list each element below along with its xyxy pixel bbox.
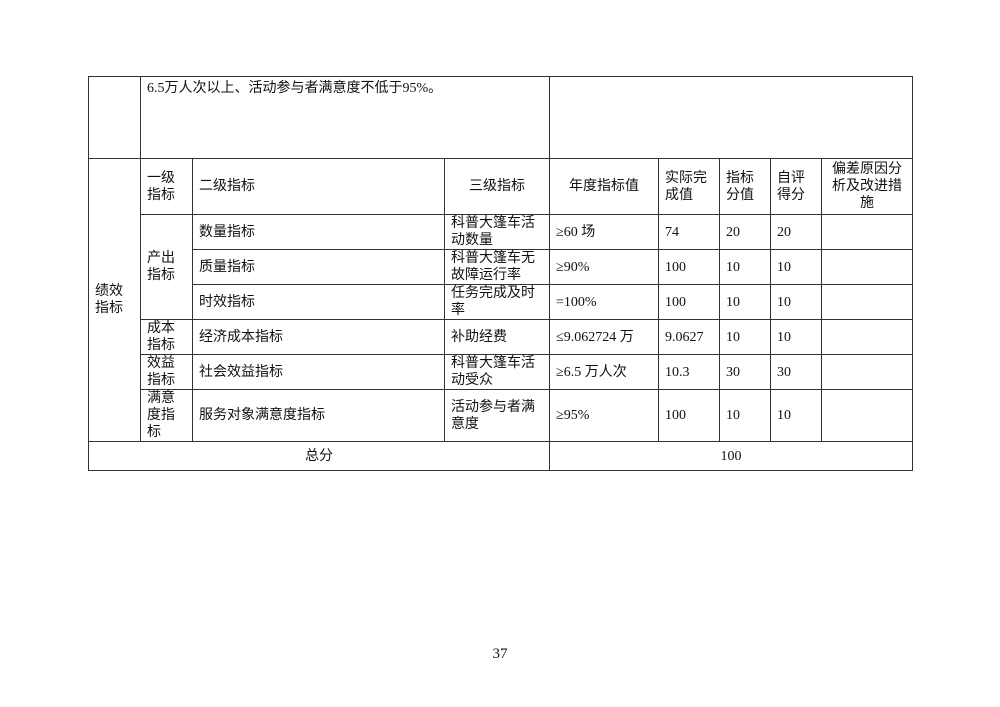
weight-cell: 20 — [719, 214, 772, 250]
header-weight: 指标分值 — [719, 158, 772, 215]
level2-cell: 服务对象满意度指标 — [192, 389, 445, 442]
table-row: 成本指标 经济成本指标 补助经费 ≤9.062724 万 9.0627 10 1… — [89, 319, 914, 355]
deviation-cell — [821, 284, 914, 320]
score-cell: 10 — [770, 389, 823, 442]
group-output: 产出指标 — [140, 214, 193, 320]
target-cell: ≥90% — [549, 249, 660, 285]
total-value: 100 — [549, 441, 914, 471]
group-satisfaction: 满意度指标 — [140, 389, 193, 442]
group-benefit: 效益指标 — [140, 354, 193, 390]
intro-row: 6.5万人次以上、活动参与者满意度不低于95%。 — [88, 76, 914, 159]
header-deviation: 偏差原因分析及改进措施 — [821, 158, 914, 215]
level3-cell: 科普大篷车无故障运行率 — [443, 249, 551, 285]
header-self-score: 自评得分 — [770, 158, 823, 215]
deviation-cell — [821, 249, 914, 285]
header-level1: 一级指标 — [140, 158, 193, 215]
target-cell: ≥60 场 — [549, 214, 660, 250]
score-cell: 10 — [770, 284, 823, 320]
level2-cell: 社会效益指标 — [192, 354, 445, 390]
table-row: 效益指标 社会效益指标 科普大篷车活动受众 ≥6.5 万人次 10.3 30 3… — [89, 354, 914, 390]
intro-text: 6.5万人次以上、活动参与者满意度不低于95%。 — [139, 76, 551, 159]
actual-cell: 74 — [658, 214, 721, 250]
level3-cell: 任务完成及时率 — [443, 284, 551, 320]
page-number: 37 — [492, 646, 508, 662]
score-cell: 10 — [770, 319, 823, 355]
level3-cell: 科普大篷车活动数量 — [443, 214, 551, 250]
level2-cell: 质量指标 — [192, 249, 445, 285]
level3-cell: 活动参与者满意度 — [443, 389, 551, 442]
weight-cell: 10 — [719, 284, 772, 320]
weight-cell: 10 — [719, 389, 772, 442]
target-cell: ≥6.5 万人次 — [549, 354, 660, 390]
score-cell: 10 — [770, 249, 823, 285]
level2-cell: 时效指标 — [192, 284, 445, 320]
actual-cell: 9.0627 — [658, 319, 721, 355]
total-label: 总分 — [87, 441, 551, 471]
header-annual-target: 年度指标值 — [549, 158, 660, 215]
deviation-cell — [821, 319, 914, 355]
header-level3: 三级指标 — [443, 158, 551, 215]
score-cell: 20 — [770, 214, 823, 250]
header-level2: 二级指标 — [192, 158, 445, 215]
level3-cell: 科普大篷车活动受众 — [443, 354, 551, 390]
target-cell: ≥95% — [549, 389, 660, 442]
weight-cell: 10 — [719, 249, 772, 285]
deviation-cell — [821, 214, 914, 250]
header-row: 绩效指标 一级指标 二级指标 三级指标 年度指标值 实际完成值 指标分值 自评得… — [88, 158, 914, 442]
actual-cell: 100 — [658, 284, 721, 320]
empty-cell — [88, 76, 141, 159]
header-actual: 实际完成值 — [658, 158, 721, 215]
group-cost: 成本指标 — [140, 319, 193, 355]
performance-table: 6.5万人次以上、活动参与者满意度不低于95%。 绩效指标 一级指标 二级指标 … — [87, 76, 914, 471]
target-cell: =100% — [549, 284, 660, 320]
level2-cell: 数量指标 — [192, 214, 445, 250]
level3-cell: 补助经费 — [443, 319, 551, 355]
section-label: 绩效指标 — [88, 158, 141, 442]
weight-cell: 30 — [719, 354, 772, 390]
table-row: 质量指标 科普大篷车无故障运行率 ≥90% 100 10 10 — [89, 249, 914, 285]
deviation-cell — [821, 389, 914, 442]
weight-cell: 10 — [719, 319, 772, 355]
actual-cell: 100 — [658, 249, 721, 285]
empty-cell — [549, 76, 914, 159]
actual-cell: 10.3 — [658, 354, 721, 390]
table-row: 满意度指标 服务对象满意度指标 活动参与者满意度 ≥95% 100 10 10 — [89, 389, 914, 442]
table-row: 时效指标 任务完成及时率 =100% 100 10 10 — [89, 284, 914, 320]
score-cell: 30 — [770, 354, 823, 390]
actual-cell: 100 — [658, 389, 721, 442]
level2-cell: 经济成本指标 — [192, 319, 445, 355]
target-cell: ≤9.062724 万 — [549, 319, 660, 355]
total-row: 总分 100 — [87, 441, 914, 471]
table-row: 产出指标 数量指标 科普大篷车活动数量 ≥60 场 74 20 20 — [89, 214, 914, 320]
deviation-cell — [821, 354, 914, 390]
